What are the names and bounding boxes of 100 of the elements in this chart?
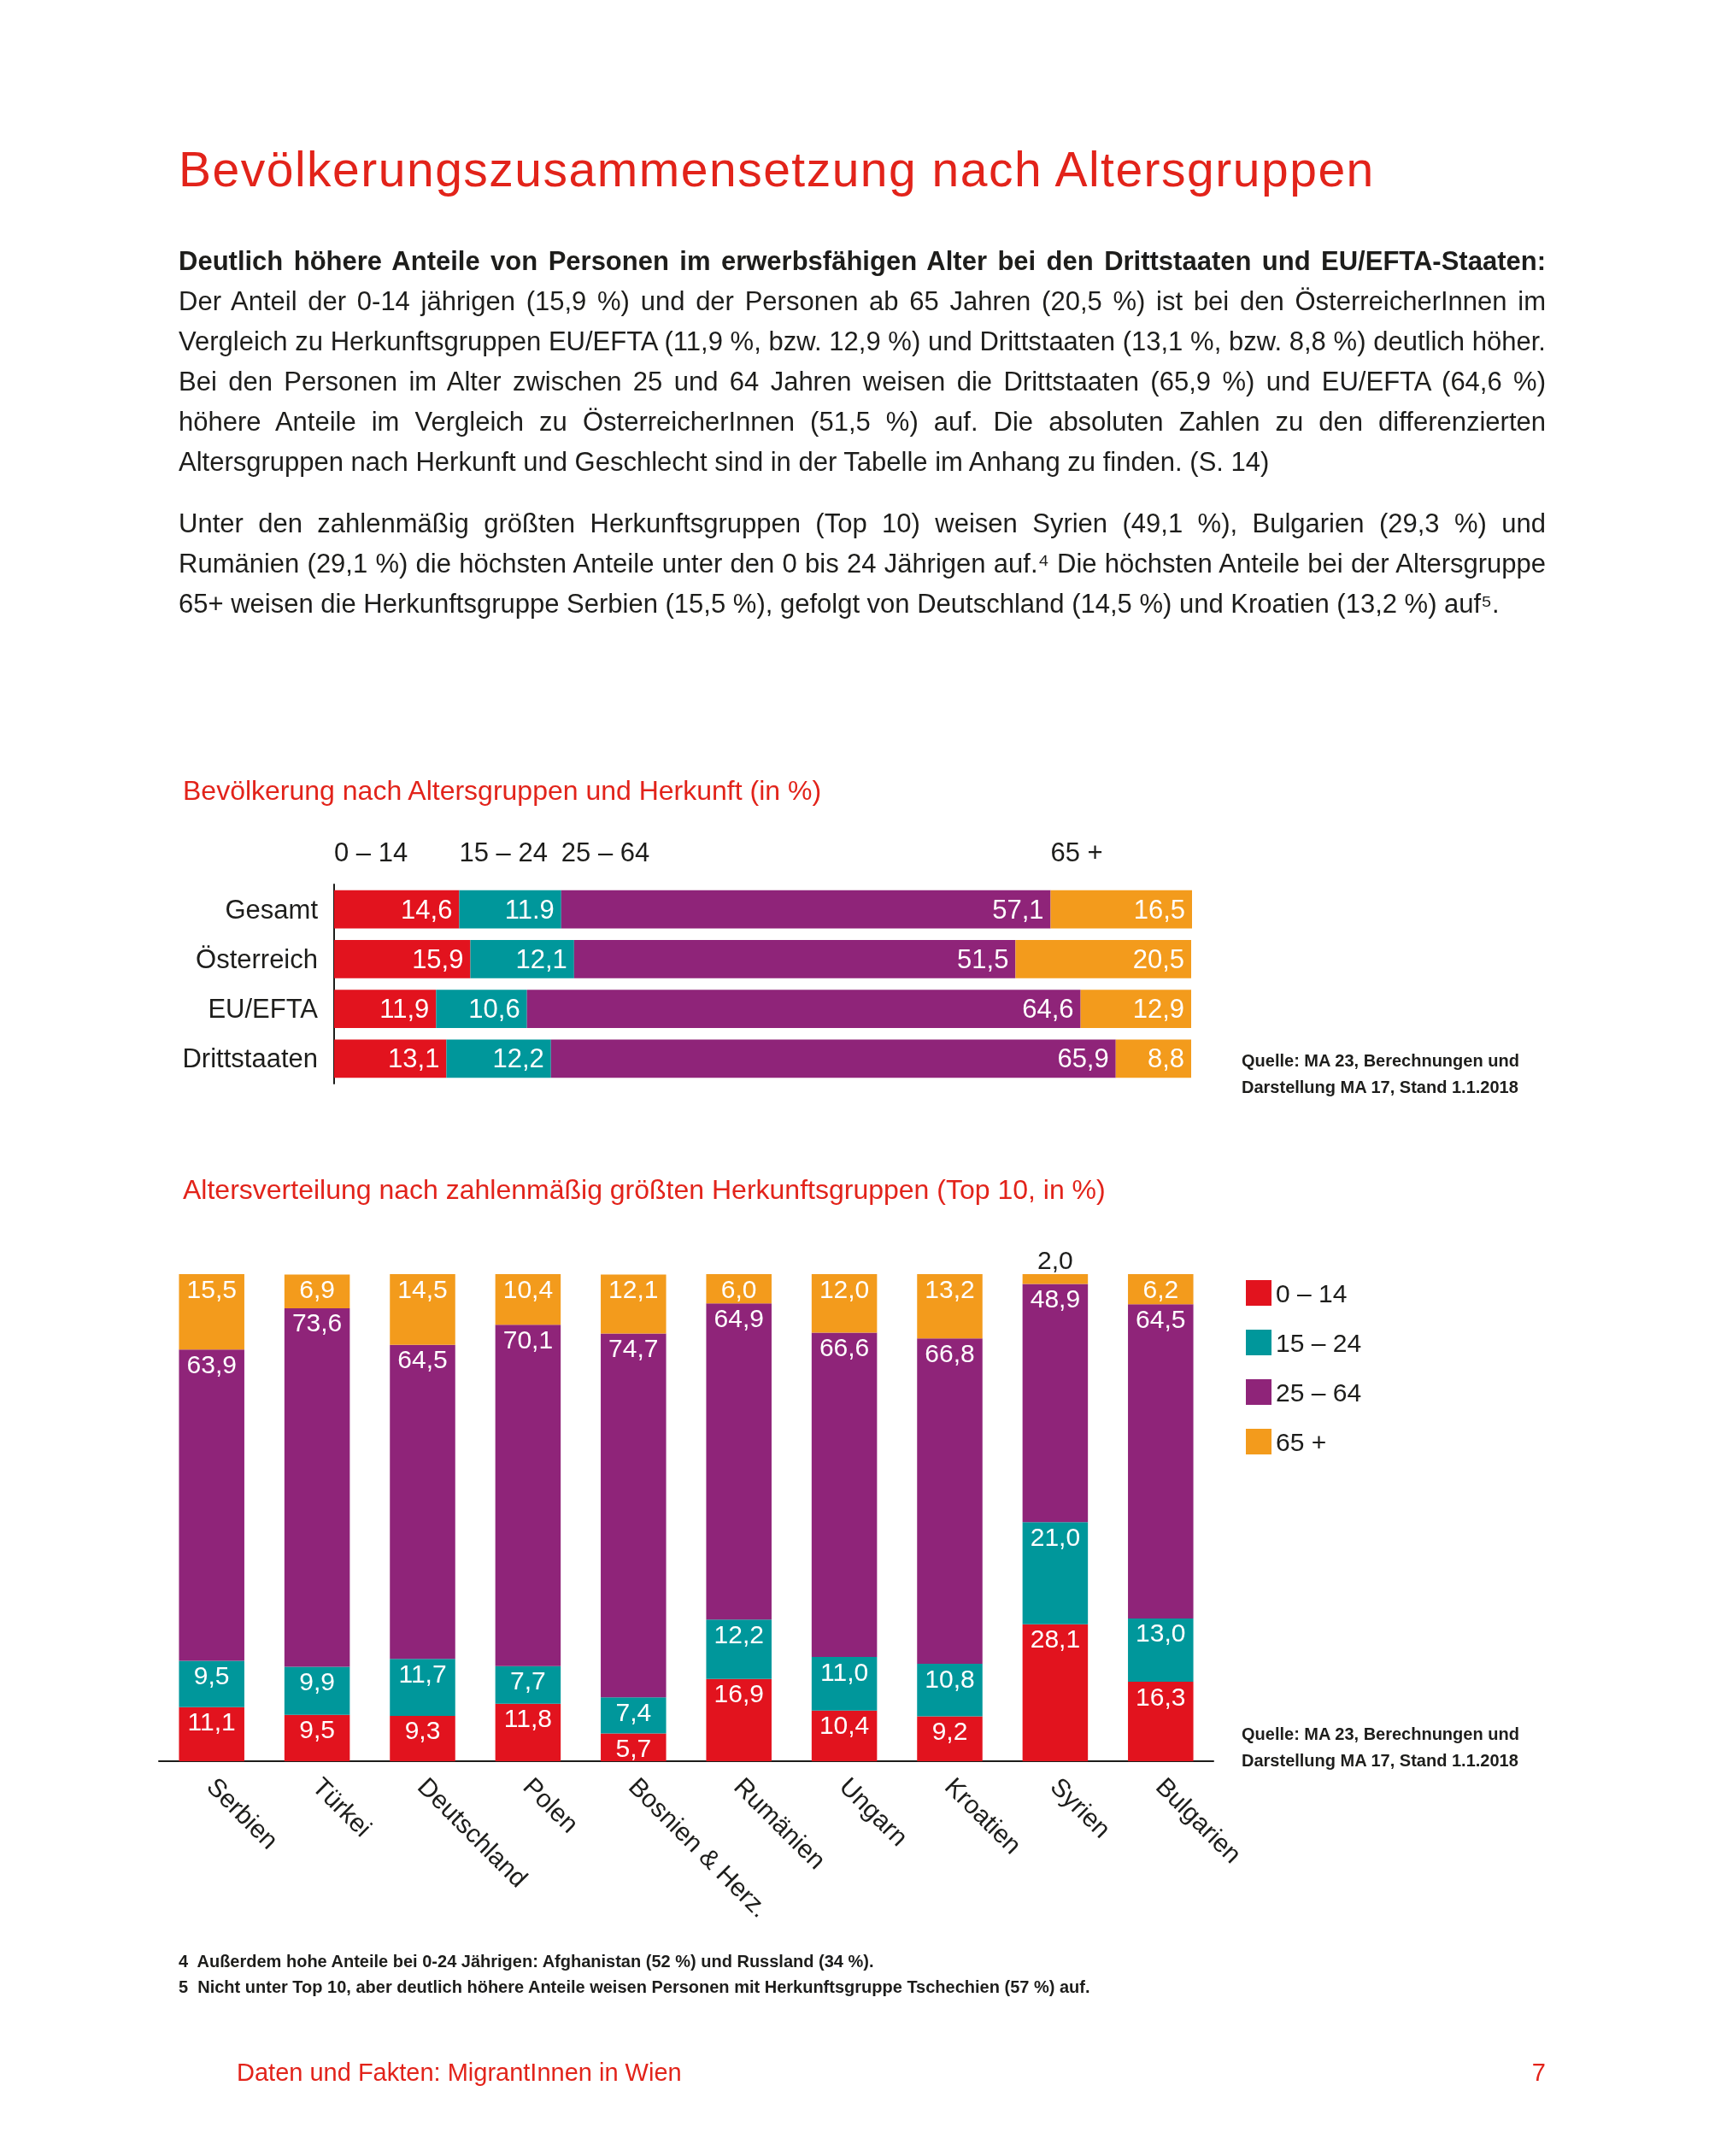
text: 4 Außerdem hohe Anteile bei 0-24 Jährigen: Afghanistan (52 %) und Russland (34 %). [179,1951,875,1972]
data-label: 13,1 [388,1043,440,1074]
bar [1080,990,1191,1029]
data-label: 64,6 [1022,994,1074,1025]
bar [179,1349,244,1661]
data-label: 65,9 [1057,1043,1109,1074]
legend-label: 0 – 14 [1276,1278,1348,1307]
data-label: 9,3 [404,1716,441,1745]
bar [495,1325,561,1666]
data-label: 64,9 [714,1303,764,1332]
y-tick-label: Österreich [196,943,318,974]
bar [601,1697,667,1734]
y-tick-label: Gesamt [225,894,319,925]
text: Bevölkerungszusammensetzung nach Altersgruppen [179,142,1376,197]
series-label: 0 – 14 [334,837,408,867]
bar [573,939,1016,978]
data-label: 10,4 [819,1711,870,1740]
data-label: 2,0 [1037,1245,1073,1274]
data-label: 6,0 [720,1274,757,1303]
text: 5 Nicht unter Top 10, aber deutlich höhere Anteile weisen Personen mit Herkunftsgruppe Tschechien (57 %) auf. [179,1977,1091,1998]
data-label: 12,1 [515,943,567,974]
bar [179,1660,244,1707]
bar [390,1344,455,1660]
bar [561,890,1051,929]
bar [390,1274,455,1345]
bar [550,1039,1116,1078]
series-label: 25 – 64 [561,837,650,867]
data-label: 6,2 [1142,1274,1179,1303]
bar [495,1665,561,1704]
text: Der Anteil der 0-14 jährigen (15,9 %) und der Personen ab 65 Jahren (20,5 %) ist bei den ÖsterreicherInnen im Vergleich zu Herkunftsgruppen EU/EFTA (11,9 %, bzw. 12,9 %) und Drittstaaten (13,1 %, bzw. 8,8 %) deutlich höher. Bei den Personen im Alter zwischen 25 und 64 Jahren weisen die Drittstaaten (65,9 %) und EU/EFTA (64,6 %) höhere Anteile im Vergleich zu ÖsterreicherInnen (51,5 %) auf. Die absoluten Zahlen zu den differenzierten Altersgruppen nach Herkunft und Geschlecht sind in der Tabelle im Anhang zu finden. (S. 14) [179,286,1546,477]
data-label: 11.9 [504,894,555,925]
data-label: 7,7 [510,1666,546,1695]
bar [1128,1618,1194,1683]
data-label: 14,5 [397,1274,448,1303]
data-label: 11,9 [379,994,430,1025]
bar [284,1714,350,1761]
data-label: 11,7 [398,1659,447,1688]
bar [334,990,437,1029]
data-label: 51,5 [957,943,1009,974]
data-label: 16,5 [1133,894,1185,925]
bar [334,1039,447,1078]
bar [917,1274,983,1339]
bar [706,1619,772,1679]
data-label: 16,3 [1136,1682,1186,1711]
bar [526,990,1081,1029]
data-label: 10,6 [468,994,520,1025]
bar [1022,1624,1089,1761]
bar [179,1707,244,1761]
data-label: 12,0 [819,1274,870,1303]
data-label: 9,5 [299,1715,335,1744]
data-label: 9,2 [931,1717,968,1746]
data-label: 11,8 [503,1704,552,1733]
source-note: Quelle: MA 23, Berechnungen und Darstellung MA 17, Stand 1.1.2018 [1242,1724,1519,1770]
data-label: 5,7 [615,1734,652,1763]
data-label: 48,9 [1030,1284,1081,1313]
bar [334,939,471,978]
y-tick-label: Drittstaaten [182,1043,318,1074]
legend-label: 25 – 64 [1276,1378,1362,1407]
bar [495,1703,561,1761]
series-label: 65 + [1050,837,1103,867]
series-label: 15 – 24 [459,837,548,867]
data-label: 66,8 [925,1338,975,1367]
data-label: 9,5 [193,1661,230,1690]
bar [1050,890,1192,929]
data-label: 8,8 [1147,1043,1184,1074]
bar [179,1274,244,1350]
text: Daten und Fakten: MigrantInnen in Wien [237,2058,682,2088]
data-label: 11,0 [820,1657,869,1686]
data-label: 63,9 [186,1349,237,1378]
bar [601,1274,667,1334]
data-label: 57,1 [992,894,1044,925]
data-label: 12,1 [608,1275,659,1304]
data-label: 7,4 [615,1697,652,1726]
bar [284,1307,350,1667]
bar [917,1664,983,1717]
bar [811,1657,878,1711]
chart-title: Altersverteilung nach zahlenmäßig größten Herkunftsgruppen (Top 10, in %) [183,1174,1106,1205]
chart-title: Bevölkerung nach Altersgruppen und Herkunft (in %) [183,775,822,806]
bar [446,1039,551,1078]
bar [601,1333,667,1698]
data-label: 70,1 [502,1325,554,1354]
bar [334,890,460,929]
y-tick-label: EU/EFTA [208,994,319,1025]
legend-label: 15 – 24 [1276,1328,1362,1357]
bar [917,1338,983,1664]
data-label: 13,2 [925,1274,975,1303]
data-label: 12,2 [492,1043,544,1074]
bar [1022,1274,1089,1284]
data-label: 15,5 [186,1274,237,1303]
data-label: 16,9 [714,1679,764,1708]
legend-label: 65 + [1276,1427,1327,1456]
data-label: 21,0 [1030,1522,1081,1551]
data-label: 10,8 [925,1664,975,1693]
data-label: 64,5 [1136,1304,1186,1333]
text: Unter den zahlenmäßig größten Herkunftsgruppen (Top 10) weisen Syrien (49,1 %), Bulgarien (29,3 %) und Rumänien (29,1 %) die höchsten Anteile unter den 0 bis 24 Jährigen auf.⁴ Die höchsten Anteile bei der Altersgruppe 65+ weisen die Herkunftsgruppe Serbien (15,5 %), gefolgt von Deutschland (14,5 %) und Kroatien (13,2 %) auf⁵. [179,508,1546,620]
bar [1128,1682,1194,1761]
bar [1015,939,1191,978]
data-label: 20,5 [1132,943,1184,974]
source-note: Quelle: MA 23, Berechnungen und Darstellung MA 17, Stand 1.1.2018 [1242,1050,1520,1098]
data-label: 28,1 [1030,1624,1081,1654]
